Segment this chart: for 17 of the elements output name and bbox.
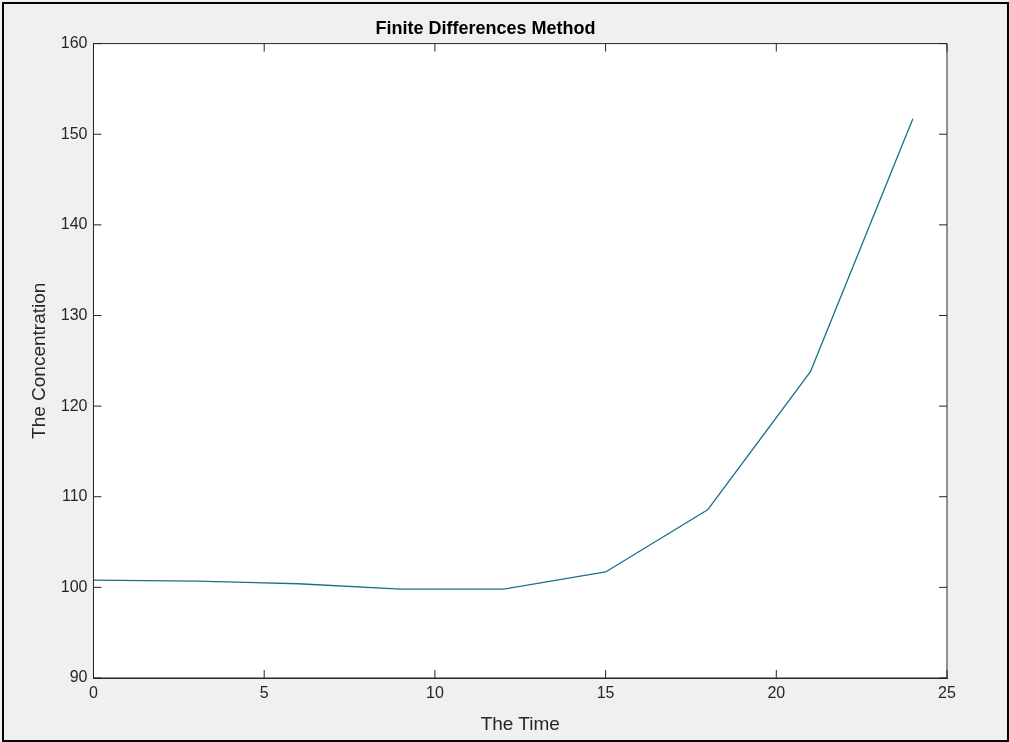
- x-tick-label: 20: [767, 684, 786, 702]
- x-tick-label: 25: [938, 684, 956, 702]
- x-axis-title: The Time: [480, 712, 560, 734]
- y-tick-label: 120: [60, 396, 88, 414]
- y-tick-label: 150: [60, 124, 88, 142]
- y-tick-label: 100: [60, 577, 88, 595]
- y-tick-label: 130: [60, 305, 88, 323]
- x-tick-label: 5: [259, 684, 269, 702]
- chart-title: Finite Differences Method: [375, 17, 596, 38]
- x-tick-label: 15: [596, 684, 615, 702]
- x-tick-label: 10: [426, 684, 444, 702]
- y-tick-label: 90: [69, 668, 88, 686]
- y-tick-label: 110: [61, 487, 88, 505]
- y-tick-label: 140: [60, 215, 88, 233]
- y-axis-title: The Concentration: [27, 282, 49, 439]
- x-tick-label: 0: [89, 684, 99, 702]
- y-tick-label: 160: [60, 34, 88, 52]
